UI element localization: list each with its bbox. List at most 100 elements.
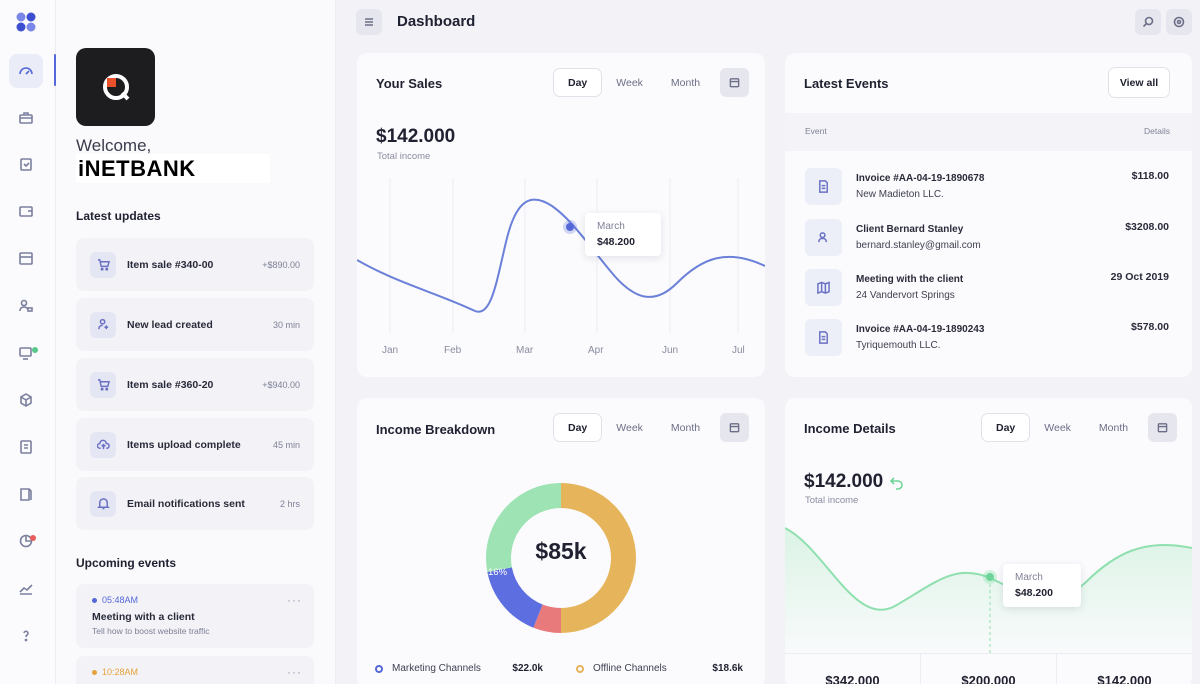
clipboard-check-icon — [20, 158, 32, 171]
tab-month[interactable]: Month — [670, 76, 701, 89]
more-icon[interactable]: ··· — [287, 593, 302, 607]
gauge-icon — [19, 67, 33, 75]
donut-slice[interactable] — [486, 483, 561, 573]
highlight-point[interactable] — [566, 223, 574, 231]
search-icon — [1142, 16, 1154, 28]
nav-analytics[interactable] — [9, 524, 43, 558]
sales-total-label: Total income — [377, 151, 431, 162]
tooltip-value: $48.200 — [597, 236, 635, 248]
calendar-button[interactable] — [720, 68, 750, 97]
event-row-subtitle: 24 Vandervort Springs — [856, 289, 955, 301]
event-row-subtitle: New Madieton LLC. — [856, 188, 944, 200]
update-item[interactable]: Item sale #360-20 +$940.00 — [76, 358, 314, 411]
nav-wallet[interactable] — [9, 194, 43, 228]
sales-line-chart — [357, 178, 765, 333]
card-title: Income Breakdown — [376, 422, 496, 437]
update-title: New lead created — [127, 318, 213, 331]
event-row[interactable]: Invoice #AA-04-19-1890678 New Madieton LL… — [805, 166, 1169, 206]
event-row-text: Meeting with the client 24 Vandervort Spr… — [856, 274, 1111, 301]
book-icon — [20, 488, 32, 501]
event-row-text: Invoice #AA-04-19-1890678 New Madieton LL… — [856, 173, 1132, 200]
donut-slice[interactable] — [487, 567, 543, 628]
tab-week[interactable]: Week — [616, 421, 643, 434]
wallet-icon — [19, 206, 33, 217]
nav-dashboard[interactable] — [9, 54, 43, 88]
event-dot — [92, 669, 97, 675]
legend-name: Offline Channels — [593, 663, 667, 674]
tab-week[interactable]: Week — [1044, 421, 1071, 434]
nav-help[interactable] — [9, 619, 43, 653]
calendar-button[interactable] — [1148, 413, 1178, 442]
nav-tasks[interactable] — [9, 147, 43, 181]
question-icon — [23, 630, 29, 642]
update-item[interactable]: Item sale #340-00 +$890.00 — [76, 238, 314, 291]
tab-day[interactable]: Day — [553, 68, 603, 97]
app-logo-icon[interactable] — [14, 10, 38, 34]
tooltip-label: March — [1015, 572, 1043, 583]
your-sales-card: Your Sales Day Week Month $142.000 Total… — [357, 53, 765, 377]
view-all-button[interactable]: View all — [1108, 67, 1170, 98]
nav-briefcase[interactable] — [9, 101, 43, 135]
nav-messages[interactable] — [9, 336, 43, 370]
nav-calendar[interactable] — [9, 241, 43, 275]
notification-dot-red — [30, 535, 36, 541]
more-icon[interactable]: ··· — [287, 665, 302, 679]
card-title: Your Sales — [376, 76, 443, 91]
nav-users[interactable] — [9, 289, 43, 323]
briefcase-icon — [19, 112, 33, 124]
event-row[interactable]: Invoice #AA-04-19-1890243 Tyriquemouth LL… — [805, 317, 1169, 357]
event-row-title: Client Bernard Stanley — [856, 223, 964, 235]
event-row-text: Client Bernard Stanley bernard.stanley@gm… — [856, 224, 1125, 251]
nav-trends[interactable] — [9, 572, 43, 606]
tooltip-value: $48.200 — [1015, 587, 1053, 599]
notification-dot-green — [32, 347, 38, 353]
donut-slice[interactable] — [561, 483, 636, 633]
left-panel: Welcome, iNETBANK Latest updates Item sa… — [56, 0, 336, 684]
update-meta: 45 min — [272, 439, 300, 450]
event-row-amount: $118.00 — [1131, 170, 1169, 182]
upcoming-event[interactable]: 10:28AM ··· — [76, 656, 314, 684]
search-button[interactable] — [1135, 9, 1161, 35]
settings-button[interactable] — [1166, 9, 1192, 35]
cube-icon — [20, 393, 32, 407]
card-title: Latest Events — [804, 76, 889, 91]
update-item[interactable]: Items upload complete 45 min — [76, 418, 314, 471]
update-item[interactable]: Email notifications sent 2 hrs — [76, 477, 314, 530]
tab-week[interactable]: Week — [616, 76, 643, 89]
calendar-icon — [729, 423, 740, 433]
tab-month[interactable]: Month — [1098, 421, 1129, 434]
upcoming-event[interactable]: 05:48AM Meeting with a client Tell how t… — [76, 584, 314, 648]
event-subtitle: Tell how to boost website traffic — [92, 626, 210, 636]
menu-button[interactable] — [356, 9, 382, 35]
highlight-point[interactable] — [986, 573, 994, 581]
column-event: Event — [805, 126, 827, 136]
event-row-title: Meeting with the client — [856, 273, 964, 285]
area-chart-icon — [19, 584, 33, 595]
event-row[interactable]: Client Bernard Stanley bernard.stanley@gm… — [805, 217, 1169, 257]
sales-line — [357, 198, 765, 313]
legend-marker — [375, 664, 383, 673]
income-area-chart — [785, 527, 1192, 653]
event-row-subtitle: Tyriquemouth LLC. — [856, 339, 941, 351]
calendar-button[interactable] — [720, 413, 750, 442]
monitor-chat-icon — [19, 347, 32, 360]
page-title: Dashboard — [397, 13, 476, 30]
nav-products[interactable] — [9, 383, 43, 417]
donut-slice[interactable] — [533, 604, 561, 633]
pie-chart-icon — [19, 534, 33, 548]
tab-day[interactable]: Day — [981, 413, 1031, 442]
invoice-icon — [805, 318, 842, 356]
update-title: Email notifications sent — [127, 497, 245, 510]
update-item[interactable]: New lead created 30 min — [76, 298, 314, 351]
tab-day[interactable]: Day — [553, 413, 603, 442]
sales-tooltip: March $48.200 — [585, 213, 661, 256]
calendar-icon — [19, 252, 33, 265]
event-row[interactable]: Meeting with the client 24 Vandervort Spr… — [805, 267, 1169, 307]
latest-events-card: Latest Events View all Event Details Inv… — [785, 53, 1192, 377]
legend-marker — [576, 664, 584, 673]
nav-maps[interactable] — [9, 477, 43, 511]
update-meta: 2 hrs — [279, 498, 300, 509]
tab-month[interactable]: Month — [670, 421, 701, 434]
nav-reports[interactable] — [9, 430, 43, 464]
total-cell: $200.000 — [921, 654, 1057, 684]
